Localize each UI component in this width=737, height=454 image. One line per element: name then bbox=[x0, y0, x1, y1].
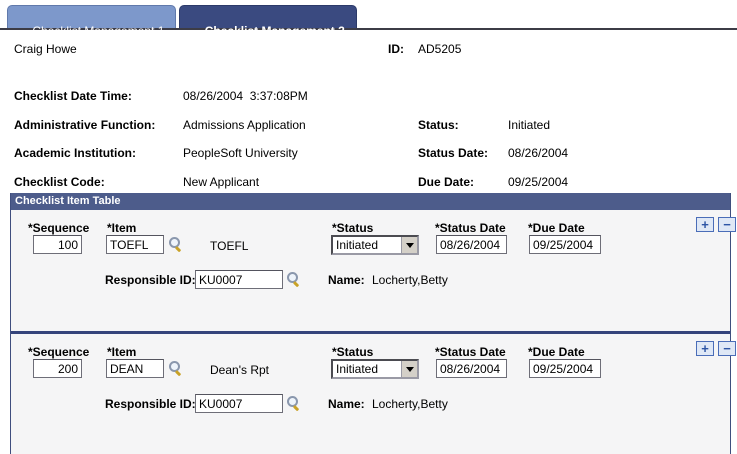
delete-row-button[interactable]: − bbox=[718, 217, 736, 232]
item-description: TOEFL bbox=[210, 239, 249, 253]
item-column-header: *Item bbox=[107, 221, 137, 235]
responsible-name: Locherty,Betty bbox=[372, 273, 448, 287]
responsible-id-lookup-icon[interactable] bbox=[287, 272, 302, 287]
status-date-column-header: *Status Date bbox=[435, 345, 506, 359]
due-date-column-header: *Due Date bbox=[528, 221, 585, 235]
tab-checklist-management-2[interactable]: Checklist Management 2 bbox=[179, 5, 357, 38]
item-lookup-icon[interactable] bbox=[169, 237, 184, 252]
status-dropdown-value: Initiated bbox=[336, 362, 379, 376]
administrative-function-label: Administrative Function: bbox=[14, 118, 156, 132]
checklist-date-time-label: Checklist Date Time: bbox=[14, 89, 132, 103]
due-date-input[interactable] bbox=[529, 359, 601, 378]
tab-divider-line bbox=[0, 28, 737, 30]
minus-icon: − bbox=[723, 340, 731, 356]
due-date-column-header: *Due Date bbox=[528, 345, 585, 359]
checklist-code-label: Checklist Code: bbox=[14, 175, 105, 189]
checklist-item-row: *Sequence *Item *Status *Status Date *Du… bbox=[11, 210, 736, 331]
status-date-input[interactable] bbox=[436, 235, 507, 254]
status-date-label: Status Date: bbox=[418, 146, 489, 160]
status-column-header: *Status bbox=[332, 221, 374, 235]
name-label: Name: bbox=[328, 273, 365, 287]
sequence-column-header: *Sequence bbox=[28, 345, 90, 359]
checklist-date-time-value: 08/26/2004 3:37:08PM bbox=[183, 89, 308, 103]
due-date-label: Due Date: bbox=[418, 175, 475, 189]
sequence-input[interactable] bbox=[33, 235, 82, 254]
status-date-value: 08/26/2004 bbox=[508, 146, 569, 160]
row-separator bbox=[11, 331, 730, 334]
dropdown-arrow-icon[interactable] bbox=[401, 361, 417, 377]
status-date-column-header: *Status Date bbox=[435, 221, 506, 235]
name-label: Name: bbox=[328, 397, 365, 411]
due-date-input[interactable] bbox=[529, 235, 601, 254]
add-row-button[interactable]: + bbox=[696, 341, 714, 356]
sequence-input[interactable] bbox=[33, 359, 82, 378]
tab-bar: Checklist Management 1 Checklist Managem… bbox=[7, 5, 357, 38]
id-label: ID: bbox=[388, 42, 404, 56]
status-label: Status: bbox=[418, 118, 459, 132]
tab-label: Checklist Management 1 bbox=[32, 24, 165, 38]
item-code-input[interactable] bbox=[106, 359, 164, 378]
academic-institution-label: Academic Institution: bbox=[14, 146, 137, 160]
responsible-id-input[interactable] bbox=[195, 394, 283, 413]
due-date-value: 09/25/2004 bbox=[508, 175, 569, 189]
item-lookup-icon[interactable] bbox=[169, 361, 184, 376]
plus-icon: + bbox=[701, 340, 709, 356]
dropdown-arrow-icon[interactable] bbox=[401, 237, 417, 253]
add-row-button[interactable]: + bbox=[696, 217, 714, 232]
delete-row-button[interactable]: − bbox=[718, 341, 736, 356]
responsible-id-lookup-icon[interactable] bbox=[287, 396, 302, 411]
person-name: Craig Howe bbox=[14, 42, 77, 56]
status-dropdown-value: Initiated bbox=[336, 238, 379, 252]
id-value: AD5205 bbox=[418, 42, 462, 56]
status-column-header: *Status bbox=[332, 345, 374, 359]
status-dropdown[interactable]: Initiated bbox=[331, 235, 419, 255]
academic-institution-value: PeopleSoft University bbox=[183, 146, 298, 160]
tab-checklist-management-1[interactable]: Checklist Management 1 bbox=[7, 5, 177, 38]
status-date-input[interactable] bbox=[436, 359, 507, 378]
responsible-name: Locherty,Betty bbox=[372, 397, 448, 411]
minus-icon: − bbox=[723, 216, 731, 232]
sequence-column-header: *Sequence bbox=[28, 221, 90, 235]
administrative-function-value: Admissions Application bbox=[183, 118, 306, 132]
checklist-item-table-groupbox: Checklist Item Table *Sequence *Item *St… bbox=[10, 193, 736, 454]
checklist-code-value: New Applicant bbox=[183, 175, 260, 189]
item-description: Dean's Rpt bbox=[210, 363, 269, 377]
item-column-header: *Item bbox=[107, 345, 137, 359]
plus-icon: + bbox=[701, 216, 709, 232]
checklist-item-row: *Sequence *Item *Status *Status Date *Du… bbox=[11, 334, 736, 454]
status-value: Initiated bbox=[508, 118, 551, 132]
tab-label: Checklist Management 2 bbox=[204, 24, 345, 38]
responsible-id-label: Responsible ID: bbox=[105, 397, 196, 411]
responsible-id-input[interactable] bbox=[195, 270, 283, 289]
status-dropdown[interactable]: Initiated bbox=[331, 359, 419, 379]
checklist-item-table-title: Checklist Item Table bbox=[11, 193, 730, 210]
item-code-input[interactable] bbox=[106, 235, 164, 254]
responsible-id-label: Responsible ID: bbox=[105, 273, 196, 287]
